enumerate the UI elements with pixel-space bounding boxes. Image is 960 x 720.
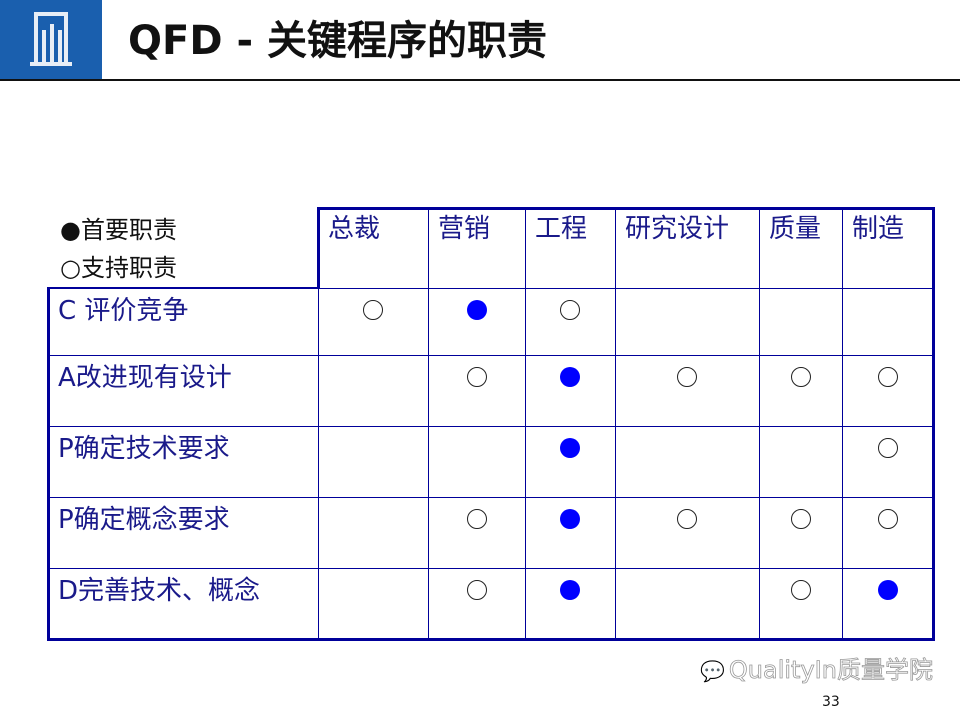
page-title: QFD - 关键程序的职责 [128,18,547,64]
support-responsibility-icon [790,509,811,529]
row-divider [320,288,934,289]
row-label: P确定技术要求 [58,434,230,464]
table-border [47,638,935,641]
support-responsibility-icon [363,300,383,320]
primary-responsibility-icon [560,438,580,458]
table-border [318,207,935,210]
building-logo-icon [30,12,72,66]
row-label: P确定概念要求 [58,505,230,535]
logo [0,0,102,80]
row-label: D完善技术、概念 [58,576,261,606]
page-number: 33 [822,694,840,710]
column-divider [615,208,616,639]
support-responsibility-icon [878,509,898,529]
support-responsibility-icon [466,367,487,387]
row-label: C 评价竞争 [58,296,189,326]
support-responsibility-icon [466,509,487,529]
column-header: 工程 [535,214,588,244]
watermark-text: QualityIn质量学院 [728,656,934,685]
legend-support: ○支持职责 [60,254,177,282]
wechat-icon: 💬 [700,659,725,683]
table-border [317,207,320,289]
support-responsibility-icon [878,438,898,458]
title-divider [0,79,960,81]
primary-responsibility-icon [560,367,580,387]
column-header: 营销 [438,214,491,244]
table-border [47,287,50,641]
column-divider [428,208,429,639]
support-responsibility-icon [560,300,580,320]
column-header: 质量 [769,214,822,244]
row-divider [48,568,934,569]
column-divider [318,289,319,639]
row-label: A改进现有设计 [58,363,232,393]
column-divider [842,208,843,639]
support-responsibility-icon [790,367,811,387]
column-header: 研究设计 [625,214,730,244]
primary-responsibility-icon [878,580,898,600]
primary-responsibility-icon [466,300,487,320]
row-divider [48,497,934,498]
support-responsibility-icon [878,367,898,387]
primary-responsibility-icon [560,509,580,529]
watermark: 💬 QualityIn质量学院 [700,656,934,685]
column-divider [759,208,760,639]
table-border [932,207,935,641]
primary-responsibility-icon [560,580,580,600]
support-responsibility-icon [677,367,697,387]
column-divider [525,208,526,639]
legend-primary: ●首要职责 [60,216,177,244]
support-responsibility-icon [790,580,811,600]
column-header: 制造 [852,214,905,244]
row-divider [48,355,934,356]
support-responsibility-icon [677,509,697,529]
column-header: 总裁 [328,214,381,244]
support-responsibility-icon [466,580,487,600]
row-divider [48,426,934,427]
table-border [47,287,320,289]
